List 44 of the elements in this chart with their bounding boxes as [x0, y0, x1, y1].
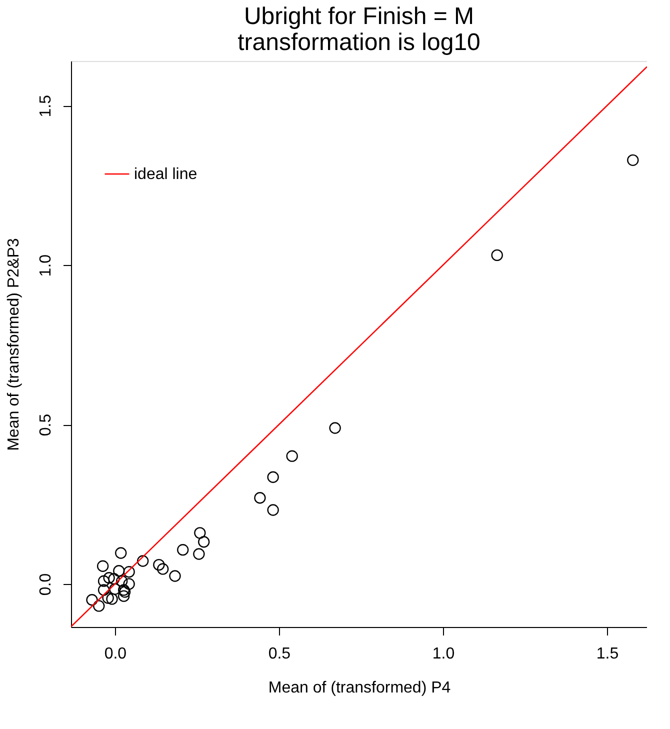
point	[329, 422, 341, 434]
point	[106, 593, 118, 605]
x-tick-label: 0.0	[104, 646, 127, 662]
point	[194, 527, 206, 539]
point	[123, 566, 135, 578]
point	[102, 592, 114, 604]
point	[177, 544, 189, 556]
point	[116, 575, 128, 587]
point	[157, 563, 169, 575]
text: Ubright for Finish = M	[244, 3, 474, 30]
point	[286, 450, 298, 462]
point	[98, 584, 110, 596]
point	[193, 548, 205, 560]
point	[93, 600, 105, 612]
point	[198, 536, 210, 548]
x-tick-label: 1.0	[432, 646, 455, 662]
y-tick-label: 0.5	[38, 414, 54, 436]
point	[136, 555, 149, 567]
point	[109, 583, 121, 595]
y-tick-label: 1.5	[38, 94, 54, 118]
y-axis-title: Mean of (transformed) P2&P3	[6, 238, 22, 451]
y-tick-label: 0.0	[38, 573, 54, 596]
point	[86, 594, 98, 606]
point	[627, 154, 639, 166]
point	[98, 575, 110, 587]
point	[267, 471, 279, 483]
point	[267, 504, 279, 516]
point	[113, 565, 125, 577]
point	[169, 570, 181, 582]
point	[491, 249, 503, 262]
x-axis-title: Mean of (transformed) P4	[268, 680, 451, 696]
point	[153, 558, 165, 571]
point	[108, 573, 120, 585]
x-tick-label: 0.5	[268, 646, 291, 662]
y-tick-label: 1.0	[38, 254, 54, 277]
point	[254, 492, 266, 504]
text: transformation is log10	[238, 29, 480, 56]
point	[96, 560, 109, 572]
point	[115, 547, 127, 559]
legend-label: ideal line	[134, 166, 198, 183]
x-tick-label: 1.5	[596, 646, 619, 662]
point	[118, 590, 130, 602]
point	[103, 572, 115, 584]
point	[123, 578, 135, 590]
